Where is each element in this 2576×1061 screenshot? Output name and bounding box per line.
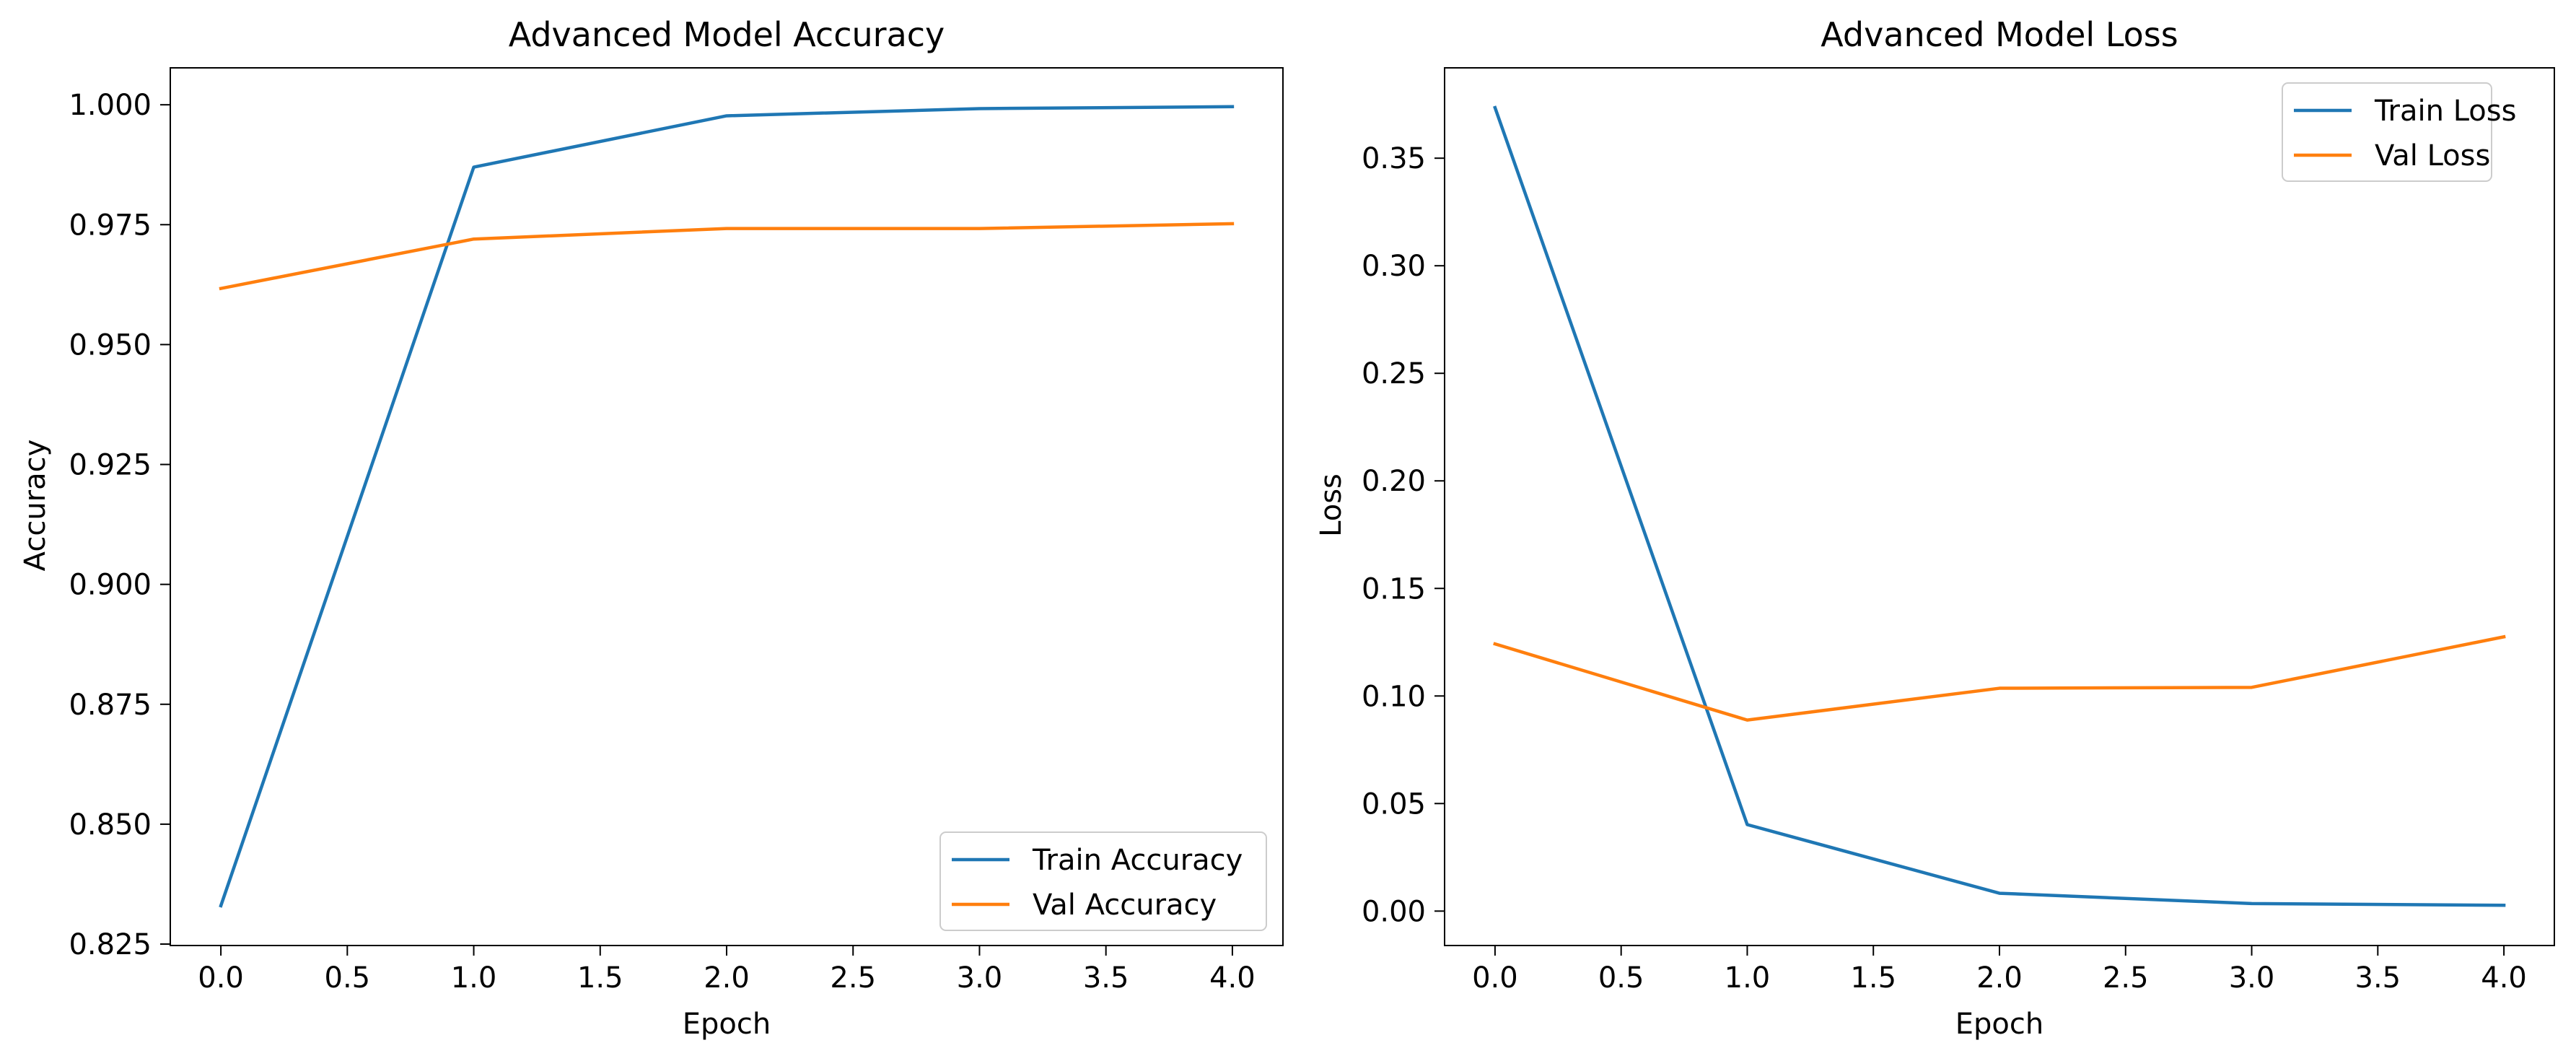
accuracy-chart-title: Advanced Model Accuracy xyxy=(509,15,945,54)
loss-x-tick-label: 2.0 xyxy=(1976,961,2023,995)
loss-x-tick-label: 3.0 xyxy=(2229,961,2275,995)
accuracy-x-tick-label: 0.5 xyxy=(325,961,371,995)
loss-y-tick-label: 0.00 xyxy=(1362,895,1426,928)
loss-y-tick-label: 0.20 xyxy=(1362,465,1426,498)
accuracy-x-axis-label: Epoch xyxy=(683,1008,771,1041)
accuracy-y-tick-label: 0.900 xyxy=(69,569,152,602)
accuracy-x-tick-label: 1.0 xyxy=(451,961,497,995)
loss-y-tick-label: 0.10 xyxy=(1362,680,1426,713)
loss-axes-frame xyxy=(1444,67,2555,946)
accuracy-y-axis-label: Accuracy xyxy=(19,440,52,572)
accuracy-legend-label-train: Train Accuracy xyxy=(1032,844,1243,877)
accuracy-x-tick-label: 0.0 xyxy=(198,961,244,995)
accuracy-x-tick-label: 4.0 xyxy=(1209,961,1256,995)
loss-x-axis-label: Epoch xyxy=(1955,1008,2043,1041)
loss-y-tick-label: 0.25 xyxy=(1362,357,1426,390)
accuracy-y-tick-label: 0.925 xyxy=(69,449,152,482)
accuracy-axes-frame xyxy=(170,67,1284,946)
accuracy-legend: Train Accuracy Val Accuracy xyxy=(939,831,1267,931)
loss-x-tick-label: 1.0 xyxy=(1725,961,1771,995)
accuracy-legend-box xyxy=(939,831,1267,931)
accuracy-y-tick-label: 0.975 xyxy=(69,209,152,242)
loss-plot-area: 0.0 0.5 1.0 1.5 2.0 2.5 3.0 3.5 4.0 0.00 0.05 0.10 0… xyxy=(1362,67,2555,995)
loss-series-line-val xyxy=(1493,634,2506,722)
loss-y-tick-label: 0.30 xyxy=(1362,250,1426,283)
accuracy-y-tick-label: 0.850 xyxy=(69,808,152,842)
loss-chart-panel: Advanced Model Loss Epoch Loss 0.0 0.5 1.0… xyxy=(1315,15,2555,1041)
loss-x-tick-label: 1.5 xyxy=(1850,961,1896,995)
loss-y-tick-label: 0.05 xyxy=(1362,787,1426,821)
accuracy-chart-panel: Advanced Model Accuracy Epoch Accuracy 0… xyxy=(19,15,1284,1041)
loss-x-tick-label: 3.5 xyxy=(2355,961,2401,995)
accuracy-y-tick-label: 0.950 xyxy=(69,328,152,362)
loss-series-line-train xyxy=(1493,105,2506,907)
loss-legend-label-train: Train Loss xyxy=(2374,95,2516,128)
loss-x-tick-label: 0.5 xyxy=(1598,961,1644,995)
accuracy-x-tick-label: 3.5 xyxy=(1083,961,1129,995)
accuracy-y-tick-label: 1.000 xyxy=(69,89,152,122)
accuracy-series-line-train xyxy=(219,105,1235,908)
loss-legend-label-val: Val Loss xyxy=(2375,139,2490,173)
loss-x-tick-label: 0.0 xyxy=(1472,961,1518,995)
loss-y-tick-label: 0.15 xyxy=(1362,572,1426,606)
loss-chart-title: Advanced Model Loss xyxy=(1821,15,2178,54)
loss-y-axis-label: Loss xyxy=(1315,473,1348,537)
accuracy-y-tick-label: 0.875 xyxy=(69,689,152,722)
accuracy-x-tick-label: 1.5 xyxy=(577,961,623,995)
accuracy-x-tick-label: 2.5 xyxy=(830,961,876,995)
accuracy-plot-area: 0.0 0.5 1.0 1.5 2.0 2.5 3.0 3.5 4.0 0.825 0.850 0.8… xyxy=(69,67,1284,995)
accuracy-series-line-val xyxy=(219,222,1235,291)
loss-x-tick-label: 4.0 xyxy=(2481,961,2527,995)
accuracy-x-tick-label: 2.0 xyxy=(704,961,750,995)
accuracy-legend-label-val: Val Accuracy xyxy=(1033,888,1217,922)
loss-x-tick-label: 2.5 xyxy=(2103,961,2149,995)
loss-y-tick-label: 0.35 xyxy=(1362,142,1426,175)
loss-legend: Train Loss Val Loss xyxy=(2282,82,2516,182)
accuracy-y-tick-label: 0.825 xyxy=(69,928,152,961)
accuracy-x-tick-label: 3.0 xyxy=(957,961,1003,995)
